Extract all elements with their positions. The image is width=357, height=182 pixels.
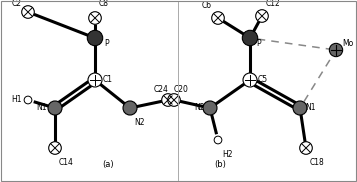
Circle shape xyxy=(89,12,101,24)
Circle shape xyxy=(24,96,32,104)
Circle shape xyxy=(88,73,102,87)
Text: N2: N2 xyxy=(134,118,145,127)
Circle shape xyxy=(48,101,62,115)
Text: H2: H2 xyxy=(222,150,232,159)
Text: C5: C5 xyxy=(258,76,268,84)
Circle shape xyxy=(330,43,343,57)
Text: C12: C12 xyxy=(266,0,281,8)
Circle shape xyxy=(162,94,174,106)
Text: C1: C1 xyxy=(103,76,113,84)
Circle shape xyxy=(214,136,222,144)
Circle shape xyxy=(168,94,180,106)
Circle shape xyxy=(293,101,307,115)
Circle shape xyxy=(87,30,103,46)
Circle shape xyxy=(123,101,137,115)
Circle shape xyxy=(203,101,217,115)
Text: N1: N1 xyxy=(36,104,47,112)
Text: N1: N1 xyxy=(305,104,316,112)
Circle shape xyxy=(243,73,257,87)
Text: C24: C24 xyxy=(153,85,168,94)
Text: C14: C14 xyxy=(59,158,74,167)
Circle shape xyxy=(49,142,61,154)
Text: P: P xyxy=(104,39,109,48)
Circle shape xyxy=(22,6,34,18)
Text: N2: N2 xyxy=(195,104,205,112)
Text: (a): (a) xyxy=(102,161,114,169)
Text: H1: H1 xyxy=(11,96,22,104)
Text: C6: C6 xyxy=(202,1,212,10)
Circle shape xyxy=(212,12,224,24)
Text: P: P xyxy=(256,39,261,48)
Circle shape xyxy=(242,30,258,46)
Text: C18: C18 xyxy=(310,158,325,167)
Text: (b): (b) xyxy=(214,161,226,169)
Circle shape xyxy=(256,10,268,22)
Circle shape xyxy=(300,142,312,154)
Text: C2: C2 xyxy=(12,0,22,8)
Text: C20: C20 xyxy=(174,85,189,94)
Text: Mo: Mo xyxy=(342,39,353,48)
Text: C8: C8 xyxy=(99,0,109,8)
